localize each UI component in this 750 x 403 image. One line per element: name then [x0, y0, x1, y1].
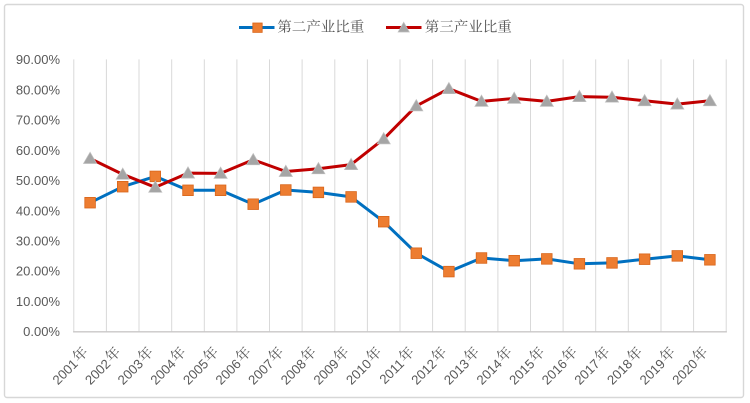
- svg-text:70.00%: 70.00%: [16, 113, 61, 128]
- svg-text:0.00%: 0.00%: [23, 324, 60, 339]
- svg-text:90.00%: 90.00%: [16, 52, 61, 67]
- svg-text:50.00%: 50.00%: [16, 173, 61, 188]
- svg-text:10.00%: 10.00%: [16, 294, 61, 309]
- svg-text:80.00%: 80.00%: [16, 82, 61, 97]
- svg-text:30.00%: 30.00%: [16, 234, 61, 249]
- svg-text:60.00%: 60.00%: [16, 143, 61, 158]
- svg-text:40.00%: 40.00%: [16, 203, 61, 218]
- svg-text:20.00%: 20.00%: [16, 264, 61, 279]
